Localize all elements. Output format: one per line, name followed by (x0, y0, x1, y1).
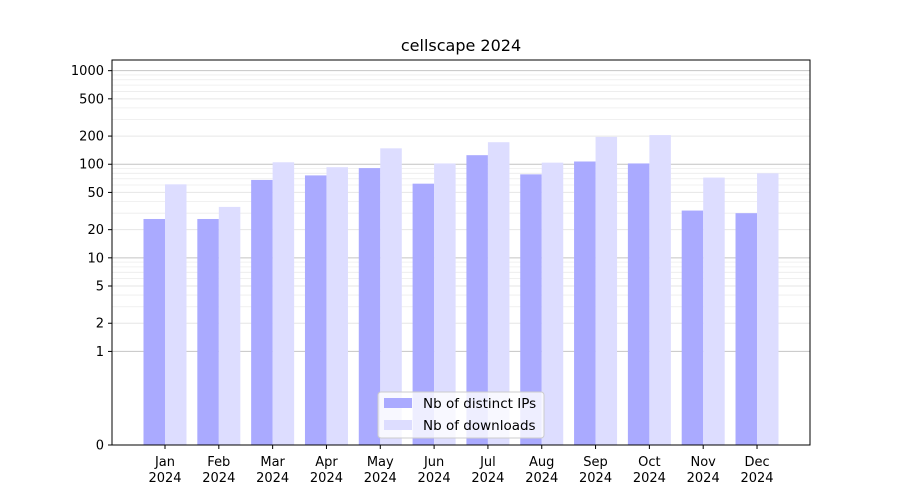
x-tick-label-month: Aug (529, 455, 554, 470)
y-tick-label: 10 (87, 251, 104, 266)
y-tick-label: 1 (96, 345, 104, 360)
y-tick-label: 0 (96, 439, 104, 454)
bar-downloads (649, 135, 671, 445)
x-tick-label-month: Jun (423, 455, 444, 470)
bar-downloads (326, 167, 348, 446)
bar-distinct-ips (251, 179, 273, 445)
x-axis: Jan2024Feb2024Mar2024Apr2024May2024Jun20… (148, 445, 774, 486)
bar-downloads (434, 163, 456, 445)
x-tick-label-month: Jan (154, 455, 175, 470)
y-tick-label: 50 (87, 186, 104, 201)
y-tick-label: 500 (79, 92, 104, 107)
x-tick-label-month: Nov (691, 455, 717, 470)
plot-frame (111, 59, 811, 446)
bar-distinct-ips (627, 163, 650, 445)
bar-downloads (757, 173, 779, 445)
x-tick-label-year: 2024 (579, 471, 612, 486)
y-tick-label: 100 (79, 158, 104, 173)
x-tick-label-month: May (367, 455, 394, 470)
x-tick-label-month: Sep (583, 455, 608, 470)
x-tick-label-month: Dec (744, 455, 769, 470)
bar-distinct-ips (520, 174, 542, 445)
x-tick-label-month: Feb (207, 455, 230, 470)
y-tick-label: 1000 (71, 64, 104, 79)
x-tick-label-year: 2024 (310, 471, 343, 486)
bar-distinct-ips (574, 161, 596, 445)
legend-swatch-distinct-ips (384, 398, 412, 408)
y-tick-label: 2 (96, 317, 104, 332)
bars (143, 135, 779, 446)
x-tick-label-year: 2024 (687, 471, 720, 486)
x-tick-label-year: 2024 (364, 471, 397, 486)
x-tick-label-year: 2024 (633, 471, 666, 486)
x-tick-label-month: Mar (260, 455, 285, 470)
x-tick-label-year: 2024 (740, 471, 773, 486)
y-tick-label: 200 (79, 130, 104, 145)
x-tick-label-year: 2024 (148, 471, 181, 486)
bar-distinct-ips (735, 213, 758, 445)
x-tick-label-year: 2024 (202, 471, 235, 486)
y-tick-label: 5 (96, 280, 104, 295)
bar-distinct-ips (197, 218, 219, 445)
bar-downloads (380, 148, 402, 446)
x-tick-label-year: 2024 (525, 471, 558, 486)
y-axis: 0 1 2 5 10 20 50 100 200 500 1000 (71, 64, 112, 454)
bar-distinct-ips (412, 183, 435, 445)
bar-downloads (487, 142, 510, 445)
bar-downloads (218, 206, 241, 445)
chart-title: cellscape 2024 (401, 36, 521, 55)
bar-downloads (541, 162, 564, 445)
x-tick-label-year: 2024 (471, 471, 504, 486)
x-tick-label-month: Jul (479, 455, 496, 470)
bar-downloads (595, 136, 618, 446)
bar-distinct-ips (681, 210, 704, 445)
y-tick-label: 20 (87, 223, 104, 238)
bar-distinct-ips (304, 175, 327, 445)
legend-label-downloads: Nb of downloads (423, 418, 536, 434)
legend-swatch-downloads (384, 420, 412, 430)
x-tick-label-month: Apr (315, 455, 338, 470)
legend-box (377, 391, 545, 439)
x-tick-label-year: 2024 (256, 471, 289, 486)
bar-distinct-ips (143, 218, 165, 445)
bar-downloads (703, 177, 725, 446)
bar-downloads (165, 184, 187, 445)
legend-label-distinct-ips: Nb of distinct IPs (423, 396, 536, 412)
x-tick-label-month: Oct (638, 455, 660, 470)
bar-distinct-ips (466, 155, 488, 445)
bar-distinct-ips (358, 168, 381, 445)
bar-downloads (272, 162, 295, 446)
x-tick-label-year: 2024 (418, 471, 451, 486)
legend: Nb of distinct IPs Nb of downloads (377, 391, 545, 439)
